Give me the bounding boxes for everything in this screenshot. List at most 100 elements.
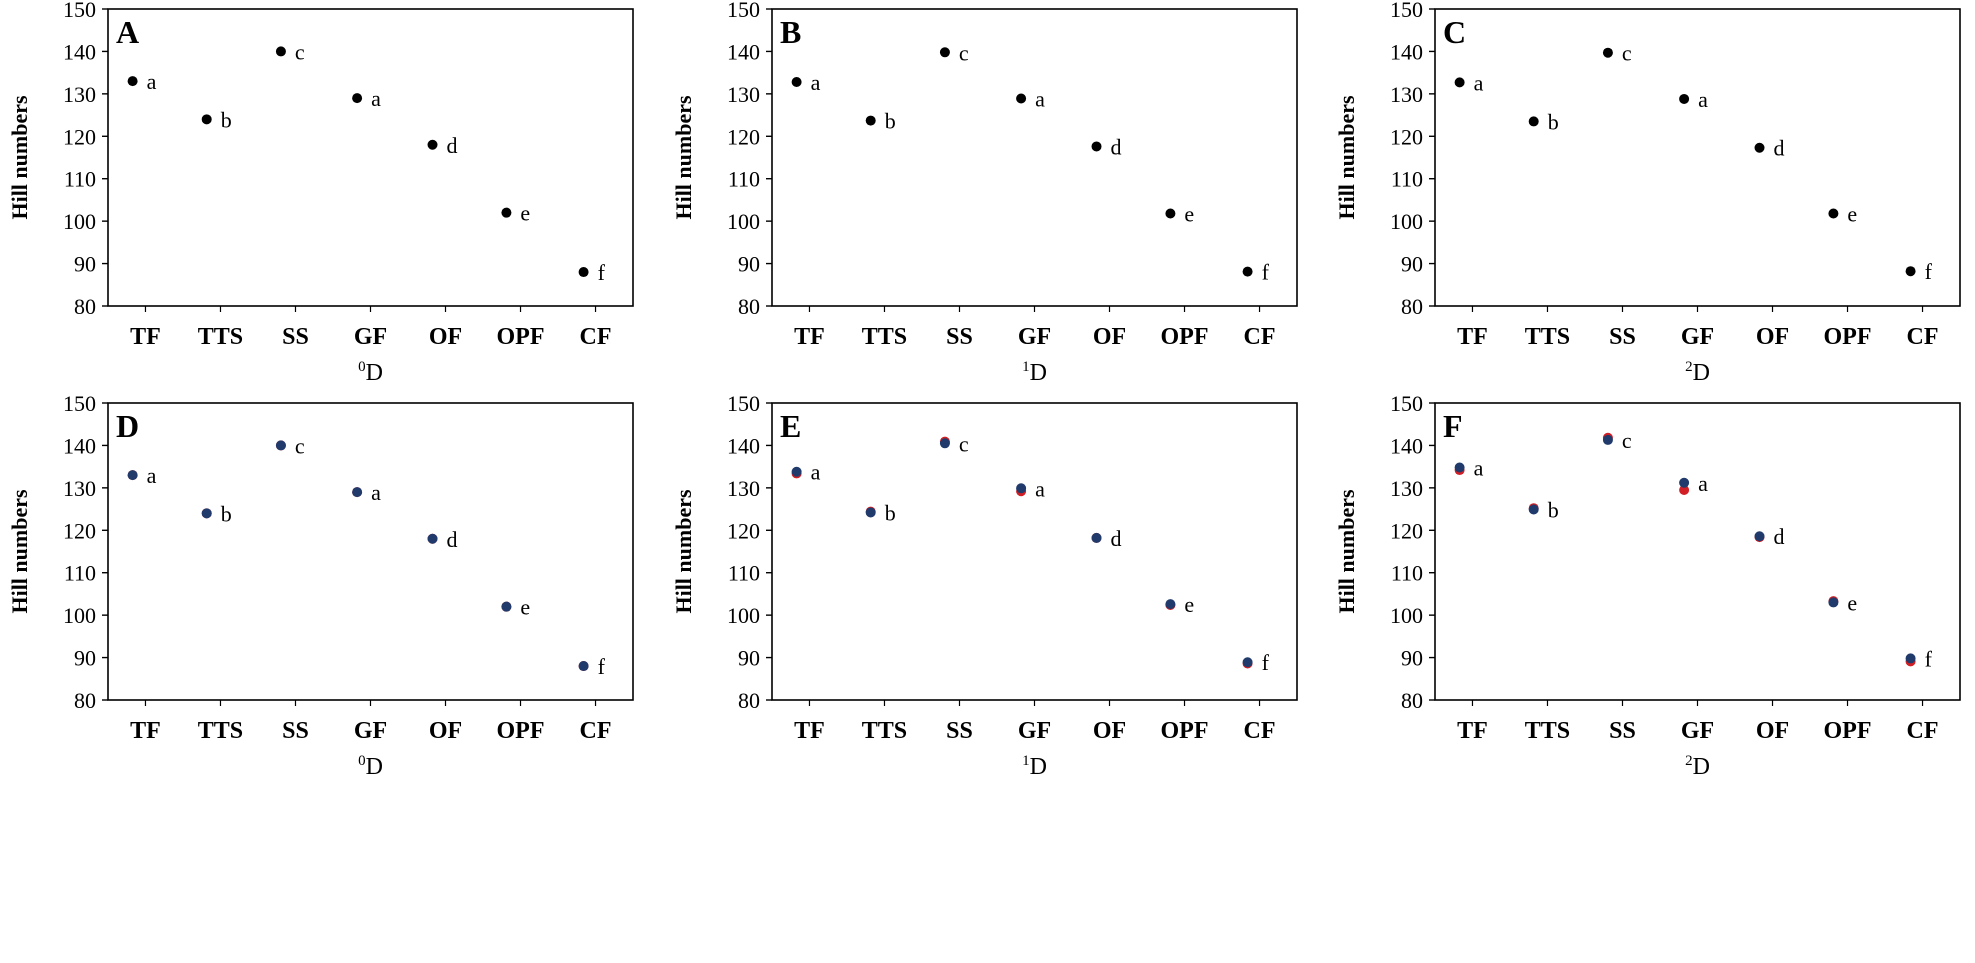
x-tick-label: OPF bbox=[497, 324, 545, 350]
data-point bbox=[578, 267, 589, 278]
y-tick-label: 80 bbox=[738, 688, 760, 713]
significance-letter: b bbox=[221, 501, 232, 526]
y-tick-label: 100 bbox=[63, 603, 96, 628]
data-point bbox=[1602, 434, 1613, 445]
significance-letter: a bbox=[147, 69, 157, 94]
x-tick-label: OPF bbox=[497, 718, 545, 744]
y-tick-label: 110 bbox=[728, 561, 760, 586]
x-axis-title-superscript: 0 bbox=[358, 753, 366, 769]
y-tick-label: 130 bbox=[1390, 476, 1423, 501]
significance-letter: c bbox=[295, 39, 305, 64]
x-tick-label: GF bbox=[1681, 324, 1714, 350]
y-tick-label: 90 bbox=[738, 646, 760, 671]
x-tick-label: TF bbox=[794, 718, 825, 744]
significance-letter: c bbox=[959, 431, 969, 456]
x-tick-label: OPF bbox=[1824, 718, 1872, 744]
plot-frame bbox=[107, 402, 634, 701]
y-tick-label: 120 bbox=[727, 518, 760, 543]
x-tick-label: CF bbox=[1244, 324, 1276, 350]
x-tick-label: CF bbox=[1244, 718, 1276, 744]
y-tick-label: 140 bbox=[727, 433, 760, 458]
x-axis-title-base: D bbox=[1030, 754, 1047, 780]
significance-letter: d bbox=[1774, 524, 1785, 549]
significance-letter: a bbox=[371, 480, 381, 505]
y-tick-label: 120 bbox=[63, 518, 96, 543]
x-tick-label: TF bbox=[130, 718, 161, 744]
significance-letter: e bbox=[520, 201, 530, 226]
significance-letter: e bbox=[520, 595, 530, 620]
x-tick-label: OF bbox=[429, 324, 462, 350]
data-point bbox=[1242, 266, 1253, 277]
significance-letter: f bbox=[1262, 650, 1270, 675]
y-tick-label: 150 bbox=[727, 391, 760, 416]
data-point bbox=[201, 114, 212, 125]
data-point bbox=[275, 46, 286, 57]
x-tick-label: CF bbox=[1907, 718, 1939, 744]
y-tick-label: 140 bbox=[63, 433, 96, 458]
x-tick-label: GF bbox=[1018, 324, 1051, 350]
y-tick-label: 100 bbox=[727, 209, 760, 234]
data-point bbox=[352, 487, 363, 498]
y-tick-label: 130 bbox=[1390, 82, 1423, 107]
y-axis-title: Hill numbers bbox=[671, 95, 696, 220]
panel-letter: D bbox=[116, 408, 139, 444]
plot-frame bbox=[771, 402, 1298, 701]
significance-letter: d bbox=[1111, 134, 1122, 159]
y-tick-label: 120 bbox=[1390, 518, 1423, 543]
y-tick-label: 150 bbox=[1390, 0, 1423, 22]
y-tick-label: 110 bbox=[728, 167, 760, 192]
x-axis-title: 1D bbox=[1022, 359, 1047, 386]
significance-letter: e bbox=[1847, 202, 1857, 227]
y-tick-label: 110 bbox=[64, 561, 96, 586]
x-axis-title-base: D bbox=[1030, 360, 1047, 386]
y-tick-label: 110 bbox=[64, 167, 96, 192]
panel-letter: C bbox=[1443, 14, 1466, 50]
significance-letter: a bbox=[1035, 87, 1045, 112]
x-axis-title-superscript: 0 bbox=[358, 359, 366, 375]
y-tick-label: 140 bbox=[1390, 433, 1423, 458]
y-tick-label: 90 bbox=[738, 252, 760, 277]
data-point bbox=[127, 470, 138, 481]
y-tick-label: 140 bbox=[727, 39, 760, 64]
data-point bbox=[1905, 266, 1916, 277]
y-tick-label: 150 bbox=[727, 0, 760, 22]
y-axis-title: Hill numbers bbox=[671, 489, 696, 614]
plot-frame bbox=[771, 8, 1298, 307]
x-tick-label: OF bbox=[429, 718, 462, 744]
significance-letter: d bbox=[1774, 136, 1785, 161]
plot-frame bbox=[107, 8, 634, 307]
x-tick-label: GF bbox=[354, 718, 387, 744]
data-point bbox=[1528, 116, 1539, 127]
significance-letter: f bbox=[1925, 259, 1933, 284]
significance-letter: a bbox=[371, 86, 381, 111]
x-tick-label: TF bbox=[130, 324, 161, 350]
y-tick-label: 90 bbox=[1401, 646, 1423, 671]
data-point bbox=[865, 507, 876, 518]
x-tick-label: SS bbox=[1609, 718, 1636, 744]
y-tick-label: 130 bbox=[63, 476, 96, 501]
y-axis-title: Hill numbers bbox=[7, 95, 32, 220]
data-point bbox=[1679, 477, 1690, 488]
significance-letter: a bbox=[1698, 471, 1708, 496]
chart-panel-b: 80 90 100 110 120 130 140 150 Hill numbers TF TTS S… bbox=[671, 0, 1298, 386]
data-point bbox=[578, 661, 589, 672]
x-tick-label: GF bbox=[354, 324, 387, 350]
x-tick-label: SS bbox=[282, 324, 309, 350]
data-point bbox=[1454, 77, 1465, 88]
data-point bbox=[1528, 504, 1539, 515]
significance-letter: d bbox=[1111, 526, 1122, 551]
x-tick-label: SS bbox=[282, 718, 309, 744]
significance-letter: c bbox=[959, 40, 969, 65]
x-tick-label: OF bbox=[1093, 718, 1126, 744]
data-point bbox=[1828, 208, 1839, 219]
x-tick-label: GF bbox=[1018, 718, 1051, 744]
y-tick-label: 80 bbox=[74, 688, 96, 713]
significance-letter: d bbox=[447, 133, 458, 158]
y-tick-label: 100 bbox=[727, 603, 760, 628]
panel-letter: A bbox=[116, 14, 139, 50]
y-tick-label: 130 bbox=[727, 82, 760, 107]
y-tick-label: 130 bbox=[727, 476, 760, 501]
chart-panel-d: 80 90 100 110 120 130 140 150 Hill numbers TF TTS S… bbox=[7, 391, 634, 780]
